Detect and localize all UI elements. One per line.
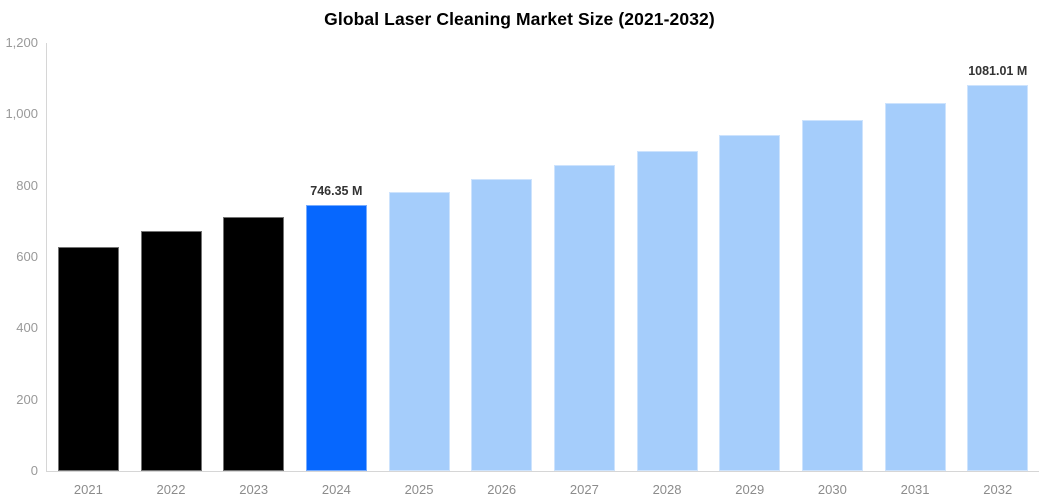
y-axis-tick-labels: 0 200 400 600 800 1,000 1,200: [0, 0, 38, 500]
x-tick-label-2029: 2029: [735, 482, 765, 497]
bar-slot-2027: 2027: [543, 43, 626, 497]
bar-slot-2026: 2026: [460, 43, 543, 497]
plot-area: 2021 2022 2023 746.35 M 2024 2025 2026 2027 2028…: [46, 43, 1039, 497]
bar-2021: [57, 247, 119, 471]
y-tick-label: 1,200: [5, 35, 38, 50]
bar-2026: [471, 178, 533, 471]
bar-2029: [719, 135, 781, 471]
bar-slot-2028: 2028: [626, 43, 709, 497]
x-tick-label-2031: 2031: [900, 482, 930, 497]
y-tick-label: 1,000: [5, 106, 38, 122]
y-tick-label: 200: [16, 391, 38, 407]
bar-2028: [636, 150, 698, 471]
bar-slot-2032: 1081.01 M 2032: [956, 43, 1039, 497]
bar-slot-2023: 2023: [212, 43, 295, 497]
x-tick-label-2027: 2027: [569, 482, 599, 497]
x-tick-label-2032: 2032: [983, 482, 1013, 497]
y-tick-label: 800: [16, 177, 38, 193]
value-label-2024: 746.35 M: [310, 183, 363, 198]
bar-slot-2030: 2030: [791, 43, 874, 497]
bar-slot-2024: 746.35 M 2024: [295, 43, 378, 497]
y-tick-label: 600: [16, 249, 38, 264]
bar-2032: [967, 85, 1029, 471]
bar-2022: [140, 230, 202, 471]
x-tick-label-2023: 2023: [239, 482, 269, 497]
bar-slot-2025: 2025: [378, 43, 461, 497]
bar-2024: [305, 204, 367, 471]
bar-slot-2021: 2021: [47, 43, 130, 497]
bar-2030: [801, 119, 863, 471]
x-tick-label-2021: 2021: [73, 482, 103, 497]
x-tick-label-2028: 2028: [652, 482, 682, 497]
y-tick-label: 400: [16, 320, 38, 336]
bar-slot-2029: 2029: [708, 43, 791, 497]
x-tick-label-2025: 2025: [404, 482, 434, 497]
bar-2025: [388, 192, 450, 471]
value-label-2032: 1081.01 M: [968, 64, 1028, 79]
y-tick-label: 0: [30, 463, 38, 478]
chart-title: Global Laser Cleaning Market Size (2021-…: [324, 9, 715, 29]
bar-2027: [553, 165, 615, 471]
x-tick-label-2022: 2022: [156, 482, 186, 497]
bar-2031: [884, 102, 946, 471]
x-tick-label-2024: 2024: [321, 482, 351, 497]
bar-slot-2022: 2022: [130, 43, 213, 497]
bar-2023: [223, 217, 285, 471]
x-tick-label-2026: 2026: [487, 482, 517, 497]
bar-slot-2031: 2031: [874, 43, 957, 497]
x-tick-label-2030: 2030: [817, 482, 847, 497]
